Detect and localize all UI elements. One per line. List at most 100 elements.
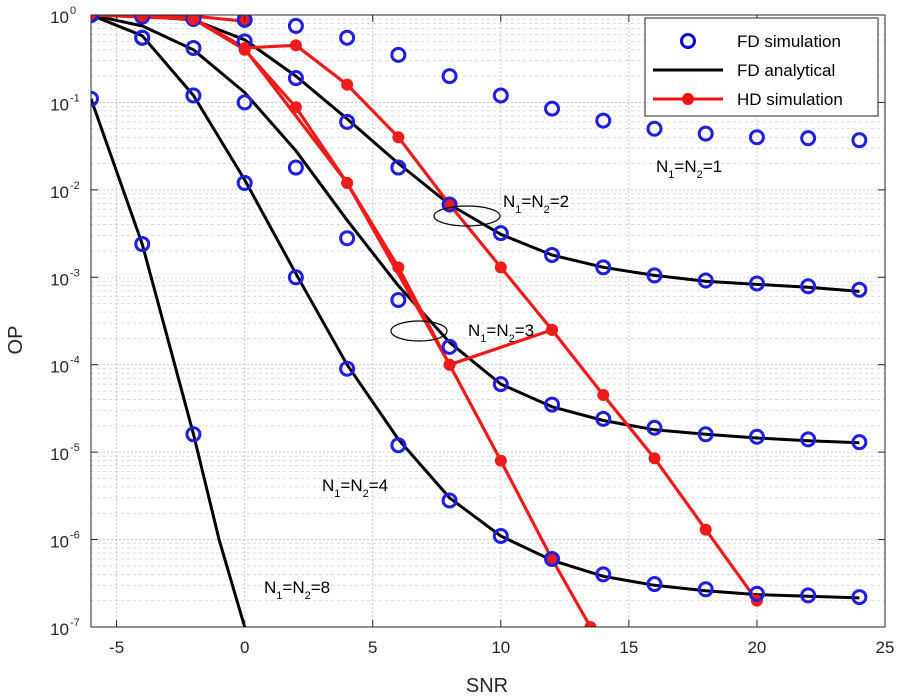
legend-label-2: FD analytical <box>737 61 835 80</box>
fd-analytical-line-n4 <box>91 15 860 600</box>
x-tick-label: 25 <box>876 638 895 657</box>
hd-simulation-line-n4 <box>91 15 759 602</box>
fd-simulation-point-n2 <box>544 246 561 263</box>
annotation-ellipse-n2 <box>433 205 501 227</box>
grid <box>91 14 886 628</box>
hd-simulation-point-n4 <box>238 42 251 55</box>
y-tick-label: 10 <box>50 533 69 552</box>
fd-simulation-point-n2 <box>441 196 458 213</box>
fd-simulation-point-n4 <box>441 492 458 509</box>
fd-simulation-point-n4 <box>544 550 561 567</box>
fd-simulation-point-n2 <box>595 259 612 276</box>
fd-simulation-point-n4 <box>492 527 509 544</box>
x-tick-label: -5 <box>109 638 124 657</box>
annotation-label-n3: N1=N2=3 <box>468 321 534 345</box>
hd-simulation-point-n4 <box>648 452 661 465</box>
legend-label-3: HD simulation <box>737 90 843 109</box>
annotation-label-n1: N1=N2=1 <box>656 157 722 181</box>
fd-simulation-point-n2 <box>697 272 714 289</box>
hd-simulation-point-n3 <box>136 15 149 22</box>
x-tick-label: 10 <box>491 638 510 657</box>
fd-simulation-point-n2 <box>134 15 151 25</box>
y-tick-exponent: 0 <box>70 5 76 17</box>
fd-analytical-line-n8 <box>91 98 247 627</box>
fd-simulation-point-n3 <box>697 426 714 443</box>
legend-marker-3 <box>682 93 694 105</box>
fd-analytical-line-n2 <box>91 15 860 293</box>
fd-simulation-point-n4 <box>236 174 253 191</box>
fd-simulation-point-n4 <box>185 87 202 104</box>
fd-simulation-point-n1 <box>441 68 458 85</box>
y-tick-label: 10 <box>50 183 69 202</box>
fd-simulation-point-n3 <box>339 230 356 247</box>
y-tick-exponent: -4 <box>70 355 80 367</box>
fd-simulation-point-n3 <box>492 376 509 393</box>
fd-simulation-point-n1 <box>697 125 714 142</box>
fd-simulation-point-n2 <box>185 15 202 27</box>
fd-analytical-line-n3 <box>91 15 860 445</box>
fd-simulation-point-n4 <box>595 566 612 583</box>
hd-simulation-point-n3 <box>494 454 507 467</box>
y-tick-label: 10 <box>50 445 69 464</box>
fd-simulation-point-n2 <box>748 275 765 292</box>
fd-simulation-point-n1 <box>390 46 407 63</box>
fd-simulation-point-n1 <box>748 129 765 146</box>
y-tick-exponent: -1 <box>70 92 80 104</box>
annotation-label-n4: N1=N2=4 <box>322 476 388 500</box>
hd-simulation-point-n4 <box>187 15 200 25</box>
y-tick-label: 10 <box>50 95 69 114</box>
fd-simulation-point-n2 <box>800 278 817 295</box>
fd-simulation-point-n8 <box>185 426 202 443</box>
fd-simulation-point-n1 <box>544 100 561 117</box>
fd-simulation-point-n3 <box>287 159 304 176</box>
legend-marker-1 <box>680 33 696 49</box>
y-axis-label: OP <box>5 326 27 355</box>
hd-simulation-point-n3 <box>392 261 405 274</box>
fd-simulation-point-n3 <box>236 94 253 111</box>
hd-simulation-point-n3 <box>584 621 597 627</box>
fd-simulation-point-n2 <box>390 159 407 176</box>
hd-simulation-point-n4 <box>91 15 97 21</box>
hd-simulation-point-n3 <box>289 101 302 114</box>
fd-simulation-point-n4 <box>851 589 868 606</box>
hd-simulation-point-n4 <box>443 358 456 371</box>
annotations: N1=N2=1 N1=N2=2 N1=N2=3 N1=N2=4 N1=N2=8 <box>264 157 722 602</box>
x-tick-label: 20 <box>747 638 766 657</box>
fd-simulation-point-n3 <box>748 428 765 445</box>
fd-simulation-point-n4 <box>646 576 663 593</box>
fd-simulation-point-n1 <box>236 15 253 28</box>
fd-simulation-point-n1 <box>287 17 304 34</box>
y-tick-exponent: -3 <box>70 267 80 279</box>
annotation-ellipse-n3 <box>390 320 448 342</box>
fd-simulation-point-n3 <box>851 434 868 451</box>
fd-simulation-point-n4 <box>287 269 304 286</box>
hd-simulation-point-n4 <box>341 176 354 189</box>
fd-simulation-point-n1 <box>646 120 663 137</box>
plot-frame <box>90 14 886 628</box>
y-tick-exponent: -5 <box>70 442 80 454</box>
x-tick-label: 15 <box>619 638 638 657</box>
fd-simulation-point-n1 <box>595 112 612 129</box>
fd-simulation-point-n4 <box>134 29 151 46</box>
fd-simulation-point-n3 <box>646 419 663 436</box>
y-tick-exponent: -6 <box>70 530 80 542</box>
y-tick-exponent: -2 <box>70 180 80 192</box>
x-tick-label: 0 <box>240 638 249 657</box>
series-layer <box>91 15 868 627</box>
fd-simulation-point-n4 <box>339 360 356 377</box>
hd-simulation-point-n2 <box>392 131 405 144</box>
annotation-label-n8: N1=N2=8 <box>264 578 330 602</box>
hd-simulation-point-n2 <box>494 261 507 274</box>
fd-simulation-point-n1 <box>492 87 509 104</box>
fd-simulation-point-n4 <box>697 581 714 598</box>
hd-simulation-point-n4 <box>597 389 610 402</box>
x-tick-label: 5 <box>368 638 377 657</box>
fd-simulation-point-n2 <box>646 267 663 284</box>
fd-simulation-point-n1 <box>851 132 868 149</box>
fd-simulation-point-n2 <box>851 281 868 298</box>
hd-simulation-point-n2 <box>289 39 302 52</box>
fd-simulation-point-n3 <box>441 338 458 355</box>
